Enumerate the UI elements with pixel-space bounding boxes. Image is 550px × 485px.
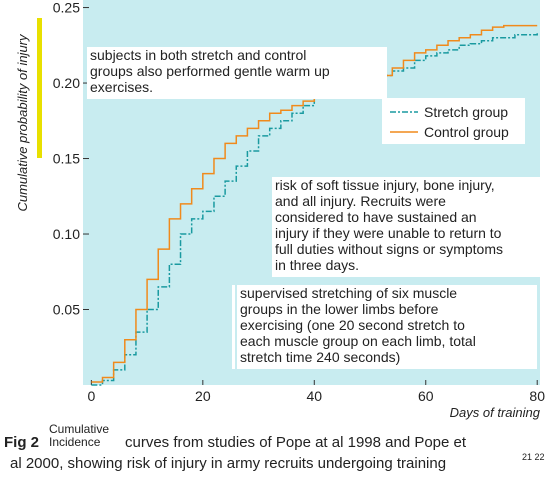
caption-line: curves from studies of Pope at al 1998 a… [125,434,467,451]
x-tick-label: 0 [87,388,95,404]
annotation-text: exercises. [90,79,153,95]
annotation-box [272,177,550,277]
caption-line: al 2000, showing risk of injury in army … [10,455,446,472]
annotation-text: in three days. [275,257,359,273]
x-tick-label: 80 [529,388,545,404]
y-tick-label: 0.10 [53,226,80,242]
annotation-text: full duties without signs or symptoms [275,241,503,257]
y-axis-label: Cumulative probability of injury [15,33,30,212]
annotation-text: each muscle group on each limb, total [240,333,476,349]
series-line [91,24,538,383]
highlight-bar [37,18,42,158]
annotation-text: injury if they were unable to return to [275,225,502,241]
y-tick-label: 0.15 [53,151,80,167]
y-tick-label: 0.20 [53,75,80,91]
annotation-text: risk of soft tissue injury, bone injury, [275,177,495,193]
x-tick-label: 60 [418,388,434,404]
x-tick-label: 20 [195,388,211,404]
annotation-edge [232,285,235,369]
x-tick-label: 40 [306,388,322,404]
annotation-text: subjects in both stretch and control [90,47,306,63]
caption-small: Cumulative [49,422,109,436]
annotation-text: stretch time 240 seconds) [240,349,400,365]
annotation-text: exercising (one 20 second stretch to [240,317,465,333]
annotation-text: considered to have sustained an [275,209,477,225]
figure-label: Fig 2 [4,434,39,451]
legend-label: Control group [424,124,509,140]
annotation-text: groups also performed gentle warm up [90,63,330,79]
annotation-text: supervised stretching of six muscle [240,285,457,301]
caption-small: Incidence [49,435,101,449]
annotation-box [87,47,387,99]
legend-box [382,98,525,144]
annotation-text: groups in the lower limbs before [240,301,439,317]
series-line [91,33,538,386]
y-tick-label: 0.25 [53,0,80,16]
annotation-text: and all injury. Recruits were [275,193,446,209]
x-axis-label: Days of training [450,405,541,420]
legend-label: Stretch group [424,104,508,120]
annotation-box [237,285,537,369]
caption-refs: 21 22 [522,452,545,462]
y-tick-label: 0.05 [53,302,80,318]
